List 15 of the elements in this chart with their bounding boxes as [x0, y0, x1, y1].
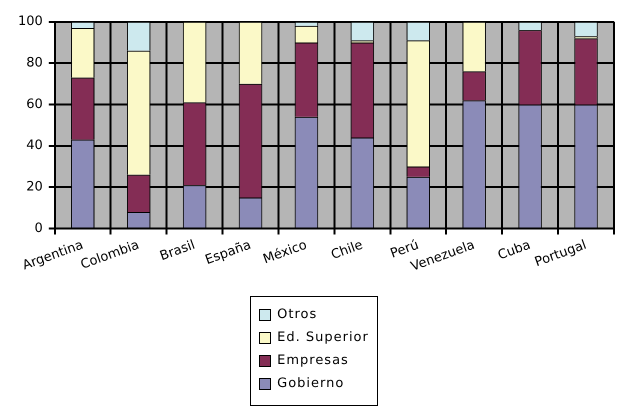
x-tick-label: Brasil [158, 238, 198, 264]
x-tick-label: México [261, 238, 310, 268]
y-tick-label: 40 [26, 138, 43, 154]
x-tick-label: España [203, 238, 254, 268]
y-tick-label: 0 [34, 220, 43, 236]
y-tick-label: 20 [26, 180, 43, 195]
y-tick-label: 80 [26, 56, 43, 71]
legend-label: Gobierno [277, 376, 344, 391]
y-tick-label: 100 [18, 14, 43, 30]
legend-label: Empresas [277, 353, 349, 368]
y-tick-label: 60 [26, 96, 43, 112]
legend-label: Ed. Superior [277, 330, 369, 345]
x-tick-label: Cuba [496, 238, 533, 264]
x-tick-label: Chile [329, 238, 365, 263]
legend-label: Otros [277, 307, 318, 322]
